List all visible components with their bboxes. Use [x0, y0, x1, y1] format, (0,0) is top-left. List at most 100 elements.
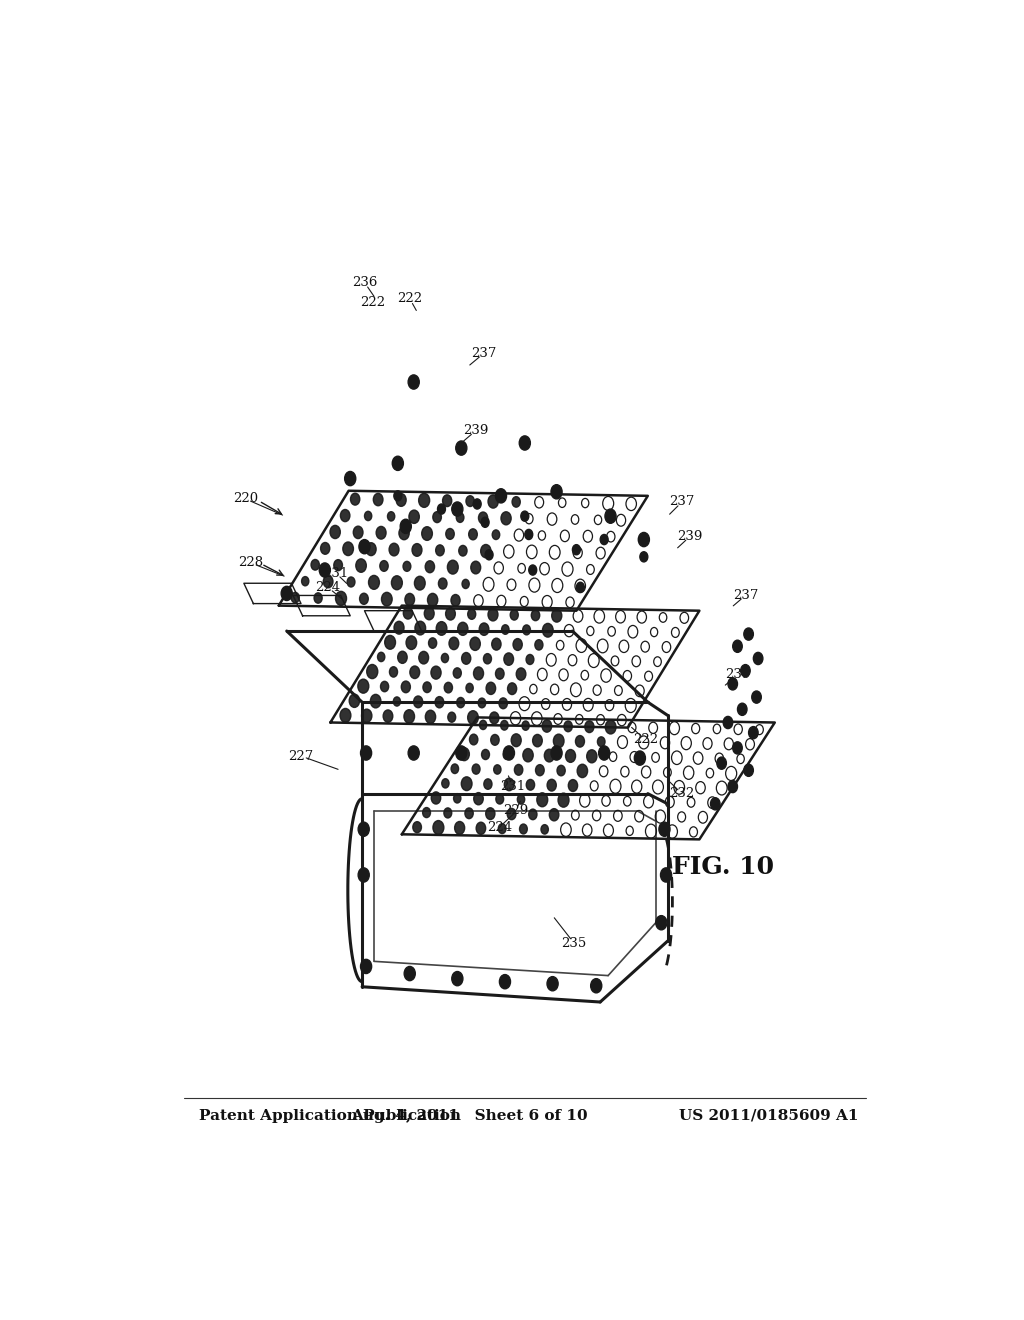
Circle shape	[378, 652, 385, 661]
Text: Patent Application Publication: Patent Application Publication	[200, 1109, 462, 1123]
Circle shape	[438, 578, 447, 589]
Text: Aug. 4, 2011   Sheet 6 of 10: Aug. 4, 2011 Sheet 6 of 10	[351, 1109, 588, 1123]
Circle shape	[597, 737, 605, 747]
Circle shape	[733, 640, 742, 652]
Circle shape	[376, 527, 386, 539]
Circle shape	[371, 694, 381, 708]
Circle shape	[478, 698, 485, 708]
Circle shape	[478, 512, 487, 524]
Circle shape	[389, 667, 397, 677]
Circle shape	[409, 746, 419, 760]
Circle shape	[564, 721, 572, 731]
Circle shape	[496, 795, 504, 804]
Circle shape	[740, 664, 751, 677]
Circle shape	[360, 960, 372, 974]
Text: 237: 237	[471, 347, 497, 360]
Text: 239: 239	[677, 531, 702, 543]
Circle shape	[349, 694, 359, 708]
Circle shape	[404, 594, 415, 606]
Circle shape	[425, 561, 434, 573]
Circle shape	[503, 750, 510, 759]
Circle shape	[575, 735, 585, 747]
Circle shape	[441, 779, 450, 788]
Circle shape	[414, 696, 423, 708]
Circle shape	[457, 512, 464, 523]
Circle shape	[711, 797, 720, 810]
Circle shape	[399, 527, 410, 540]
Circle shape	[513, 639, 522, 651]
Circle shape	[447, 713, 456, 722]
Circle shape	[488, 495, 499, 508]
Circle shape	[366, 543, 376, 556]
Circle shape	[605, 510, 616, 523]
Circle shape	[410, 667, 420, 678]
Circle shape	[361, 709, 372, 722]
Circle shape	[334, 560, 342, 570]
Circle shape	[749, 726, 758, 739]
Circle shape	[476, 822, 485, 834]
Circle shape	[401, 681, 411, 693]
Circle shape	[374, 494, 383, 506]
Circle shape	[535, 640, 543, 649]
Circle shape	[537, 793, 548, 807]
Circle shape	[392, 457, 403, 470]
Circle shape	[511, 734, 521, 747]
Circle shape	[468, 710, 478, 725]
Circle shape	[359, 593, 369, 605]
Circle shape	[517, 795, 524, 804]
Circle shape	[409, 510, 419, 524]
Circle shape	[413, 821, 422, 833]
Circle shape	[407, 636, 417, 649]
Circle shape	[502, 624, 509, 635]
Text: 232: 232	[670, 787, 694, 800]
Circle shape	[577, 582, 585, 593]
Circle shape	[403, 607, 413, 619]
Circle shape	[282, 586, 292, 601]
Circle shape	[547, 977, 558, 991]
Circle shape	[452, 502, 463, 516]
Circle shape	[314, 593, 323, 603]
Circle shape	[743, 628, 754, 640]
Circle shape	[504, 746, 514, 760]
Circle shape	[568, 780, 578, 792]
Circle shape	[397, 651, 408, 664]
Circle shape	[485, 808, 495, 820]
Circle shape	[516, 668, 526, 680]
Circle shape	[435, 697, 443, 708]
Circle shape	[599, 746, 609, 760]
Circle shape	[470, 638, 480, 651]
Circle shape	[523, 748, 534, 762]
Circle shape	[427, 594, 438, 607]
Circle shape	[508, 682, 517, 694]
Circle shape	[424, 607, 434, 620]
Circle shape	[525, 529, 532, 540]
Circle shape	[660, 867, 672, 882]
Text: 231: 231	[501, 780, 525, 793]
Circle shape	[415, 577, 425, 590]
Circle shape	[350, 494, 359, 506]
Circle shape	[640, 552, 648, 562]
Circle shape	[728, 677, 737, 690]
Circle shape	[557, 766, 565, 776]
Circle shape	[543, 623, 553, 638]
Circle shape	[723, 717, 733, 729]
Circle shape	[536, 764, 544, 776]
Text: 239: 239	[463, 424, 488, 437]
Circle shape	[572, 545, 581, 554]
Circle shape	[469, 529, 477, 540]
Circle shape	[480, 544, 492, 558]
Circle shape	[459, 545, 467, 556]
Circle shape	[451, 594, 460, 606]
Circle shape	[499, 824, 506, 834]
Circle shape	[754, 652, 763, 664]
Circle shape	[551, 484, 562, 499]
Text: 222: 222	[359, 296, 385, 309]
Circle shape	[455, 821, 465, 834]
Circle shape	[512, 496, 520, 507]
Circle shape	[489, 711, 499, 723]
Circle shape	[445, 528, 455, 540]
Circle shape	[547, 779, 556, 791]
Circle shape	[412, 544, 422, 556]
Text: 229: 229	[503, 804, 528, 817]
Circle shape	[493, 529, 500, 540]
